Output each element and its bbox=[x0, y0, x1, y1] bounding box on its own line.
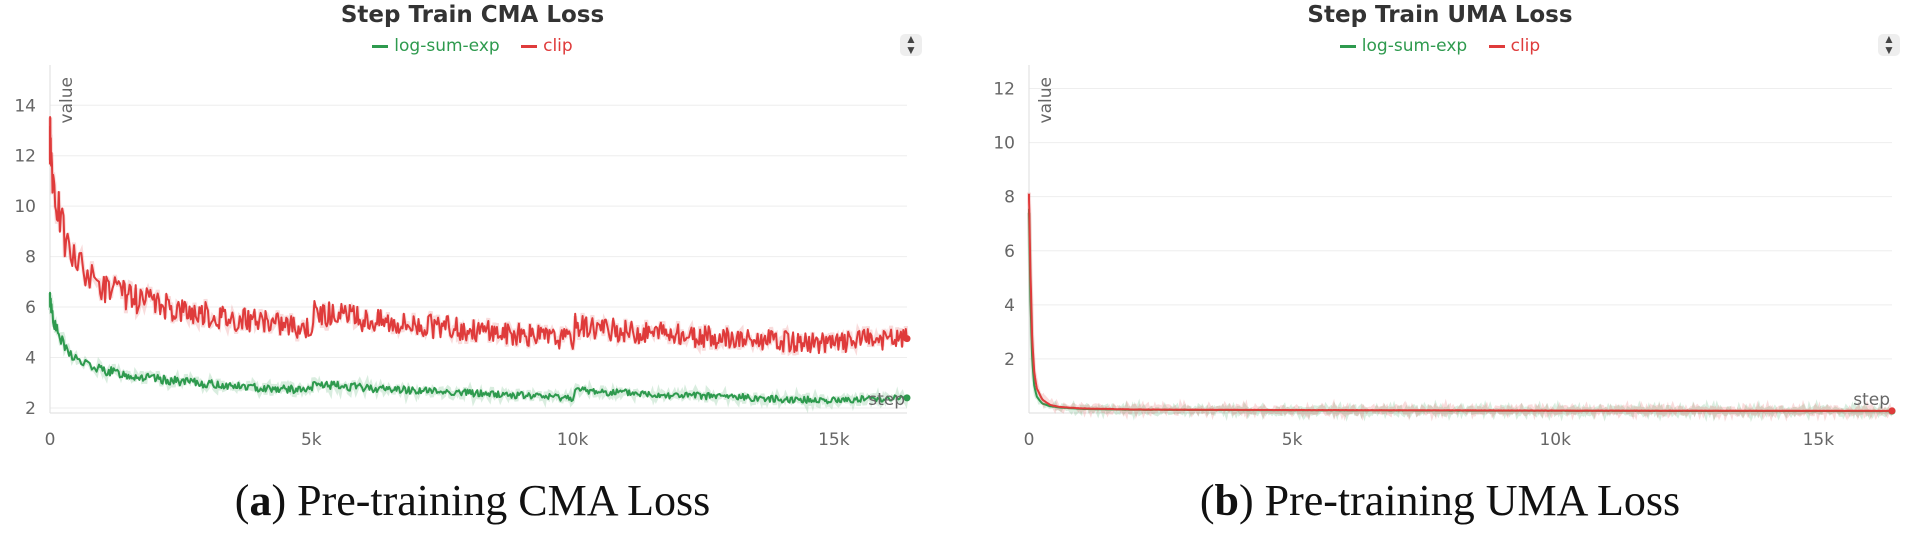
legend-swatch-red bbox=[1488, 44, 1505, 48]
y-tick-label: 6 bbox=[25, 298, 36, 318]
y-tick-label: 8 bbox=[25, 248, 36, 268]
legend-swatch-green bbox=[1339, 44, 1356, 48]
y-tick-label: 4 bbox=[1004, 296, 1015, 316]
chart-title: Step Train UMA Loss bbox=[1307, 2, 1573, 28]
y-axis-label: value bbox=[57, 77, 77, 123]
x-axis-label: step bbox=[1853, 390, 1890, 410]
chart-legend: log-sum-exp clip bbox=[975, 36, 1905, 56]
y-tick-label: 12 bbox=[993, 80, 1015, 100]
legend-swatch-green bbox=[372, 44, 389, 48]
chart-plot-cma: 2 4 6 8 10 12 14 0 5k 10k 15k value step bbox=[14, 65, 911, 450]
x-tick-label: 15k bbox=[1803, 430, 1835, 450]
legend-item-log-sum-exp[interactable]: log-sum-exp bbox=[1339, 36, 1467, 56]
caption-b: (b) Pre-training UMA Loss bbox=[1199, 476, 1681, 525]
series-line-clip bbox=[1028, 193, 1893, 412]
x-tick-label: 5k bbox=[301, 430, 322, 450]
series-shadow-log-sum-exp bbox=[1027, 212, 1894, 423]
series-line-log-sum-exp bbox=[49, 291, 908, 405]
x-tick-label: 10k bbox=[1539, 430, 1571, 450]
series-line-log-sum-exp bbox=[1028, 208, 1892, 413]
chart-legend: log-sum-exp clip bbox=[0, 36, 945, 56]
legend-swatch-red bbox=[521, 44, 538, 48]
x-axis-label: step bbox=[868, 390, 905, 410]
chart-panel-uma: Step Train UMA Loss log-sum-exp clip ▲ ▼ … bbox=[975, 0, 1905, 538]
y-tick-label: 14 bbox=[14, 96, 36, 116]
series-end-point-log-sum-exp bbox=[903, 394, 911, 402]
y-tick-label: 10 bbox=[14, 197, 36, 217]
caption-text: Pre-training UMA Loss bbox=[1253, 476, 1681, 525]
y-tick-label: 6 bbox=[1004, 242, 1015, 262]
y-tick-label: 8 bbox=[1004, 188, 1015, 208]
y-tick-label: 10 bbox=[993, 134, 1015, 154]
legend-item-log-sum-exp[interactable]: log-sum-exp bbox=[372, 36, 500, 56]
x-tick-label: 5k bbox=[1282, 430, 1303, 450]
sort-icon[interactable]: ▲ ▼ bbox=[900, 33, 922, 56]
y-axis-label: value bbox=[1036, 77, 1056, 123]
x-tick-label: 10k bbox=[557, 430, 589, 450]
series-shadow-clip bbox=[1027, 192, 1894, 422]
x-tick-label: 0 bbox=[1024, 430, 1035, 450]
x-tick-label: 0 bbox=[45, 430, 56, 450]
legend-item-clip[interactable]: clip bbox=[521, 36, 573, 56]
series-shadow-clip bbox=[48, 117, 909, 357]
chart-panel-cma: Step Train CMA Loss log-sum-exp clip ▲ ▼ … bbox=[0, 0, 945, 538]
series-end-point-clip bbox=[1888, 407, 1896, 415]
caption-letter: a bbox=[249, 476, 272, 525]
series-line-clip bbox=[49, 116, 908, 355]
chart-plot-uma: 2 4 6 8 10 12 0 5k 10k 15k value step bbox=[993, 65, 1896, 450]
y-tick-label: 4 bbox=[25, 349, 36, 369]
series-end-point-clip bbox=[903, 335, 911, 343]
y-tick-label: 12 bbox=[14, 147, 36, 167]
y-tick-label: 2 bbox=[25, 399, 36, 419]
caption-letter: b bbox=[1214, 476, 1239, 525]
y-tick-label: 2 bbox=[1004, 350, 1015, 370]
caption-a: (a) Pre-training CMA Loss bbox=[234, 476, 711, 525]
caption-text: Pre-training CMA Loss bbox=[286, 476, 711, 525]
sort-icon[interactable]: ▲ ▼ bbox=[1878, 33, 1900, 56]
x-tick-label: 15k bbox=[818, 430, 850, 450]
legend-item-clip[interactable]: clip bbox=[1488, 36, 1540, 56]
chart-title: Step Train CMA Loss bbox=[340, 2, 605, 28]
